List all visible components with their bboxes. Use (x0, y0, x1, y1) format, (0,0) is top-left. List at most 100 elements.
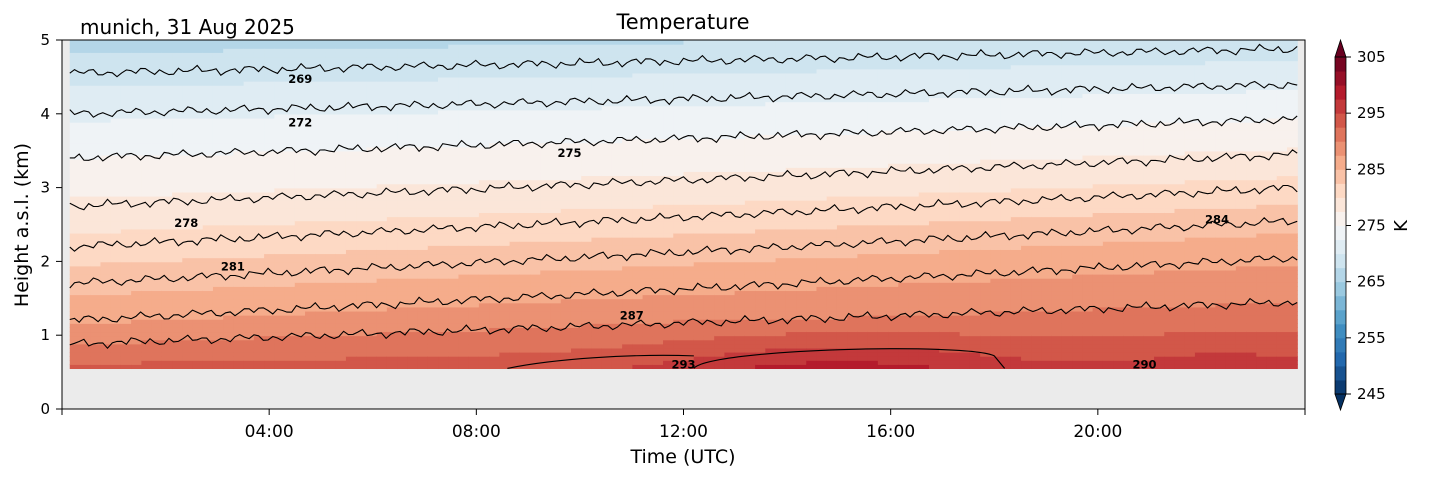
field-cell (212, 109, 224, 115)
field-cell (397, 261, 408, 267)
field-cell (489, 220, 500, 226)
field-cell (611, 175, 623, 181)
field-cell (100, 89, 112, 94)
field-cell (560, 171, 572, 177)
field-cell (253, 216, 265, 222)
field-cell (417, 208, 429, 214)
field-cell (172, 343, 183, 349)
field-cell (448, 249, 460, 255)
field-cell (233, 335, 245, 341)
field-cell (274, 187, 286, 193)
field-cell (366, 212, 378, 218)
field-cell (69, 142, 81, 148)
field-cell (673, 52, 685, 58)
field-cell (100, 220, 112, 226)
field-cell (253, 138, 265, 144)
field-cell (468, 122, 480, 127)
field-cell (294, 253, 306, 259)
field-cell (499, 290, 511, 296)
field-cell (376, 142, 388, 148)
field-cell (519, 175, 531, 181)
field-cell (141, 331, 153, 337)
field-cell (438, 40, 449, 45)
field-cell (407, 216, 419, 222)
field-cell (458, 265, 470, 271)
field-cell (274, 130, 286, 136)
field-cell (315, 56, 327, 62)
field-cell (519, 138, 531, 144)
field-cell (325, 237, 337, 242)
field-cell (632, 241, 644, 246)
field-cell (253, 154, 265, 160)
field-cell (570, 109, 582, 115)
field-cell (478, 306, 490, 312)
field-cell (151, 216, 163, 222)
field-cell (458, 216, 470, 222)
field-cell (601, 257, 613, 263)
field-cell (69, 237, 81, 242)
field-cell (182, 327, 194, 333)
field-cell (233, 331, 245, 337)
field-cell (489, 44, 500, 49)
field-cell (335, 327, 347, 333)
field-cell (478, 249, 490, 255)
field-cell (161, 261, 173, 267)
field-cell (284, 163, 296, 168)
field-cell (335, 343, 347, 349)
field-cell (172, 249, 183, 255)
field-cell (294, 52, 306, 58)
field-cell (110, 261, 122, 267)
field-cell (120, 48, 132, 53)
field-cell (274, 323, 286, 328)
field-cell (305, 142, 316, 148)
field-cell (673, 183, 685, 189)
field-cell (345, 237, 357, 242)
field-cell (611, 216, 623, 222)
field-cell (489, 97, 500, 103)
field-cell (315, 40, 327, 45)
field-cell (100, 56, 112, 62)
field-cell (366, 195, 378, 201)
field-cell (315, 364, 327, 370)
field-cell (172, 331, 183, 337)
field-cell (509, 327, 521, 333)
field-cell (601, 335, 613, 341)
field-cell (69, 85, 81, 90)
field-cell (356, 150, 368, 156)
field-cell (100, 44, 112, 49)
field-cell (305, 204, 316, 209)
field-cell (325, 241, 337, 246)
field-cell (120, 159, 132, 164)
field-cell (100, 200, 112, 205)
field-cell (284, 360, 296, 365)
field-cell (509, 315, 521, 320)
field-cell (703, 232, 715, 238)
field-cell (519, 118, 531, 123)
field-cell (560, 232, 572, 238)
field-cell (509, 204, 521, 209)
field-cell (499, 208, 511, 214)
field-cell (427, 76, 439, 82)
field-cell (622, 208, 633, 214)
field-cell (284, 97, 296, 103)
field-cell (202, 224, 214, 230)
field-cell (335, 294, 347, 300)
field-cell (69, 224, 81, 230)
field-cell (386, 273, 398, 279)
field-cell (223, 118, 235, 123)
field-cell (161, 356, 173, 361)
field-cell (305, 150, 316, 156)
field-cell (131, 85, 142, 90)
field-cell (652, 323, 664, 328)
field-cell (233, 52, 245, 58)
field-cell (458, 323, 470, 328)
field-cell (90, 40, 102, 45)
field-cell (642, 138, 654, 144)
field-cell (581, 204, 593, 209)
field-cell (673, 64, 685, 70)
field-cell (458, 130, 470, 136)
field-cell (274, 224, 286, 230)
field-cell (468, 228, 480, 234)
field-cell (305, 48, 316, 53)
field-cell (407, 315, 419, 320)
